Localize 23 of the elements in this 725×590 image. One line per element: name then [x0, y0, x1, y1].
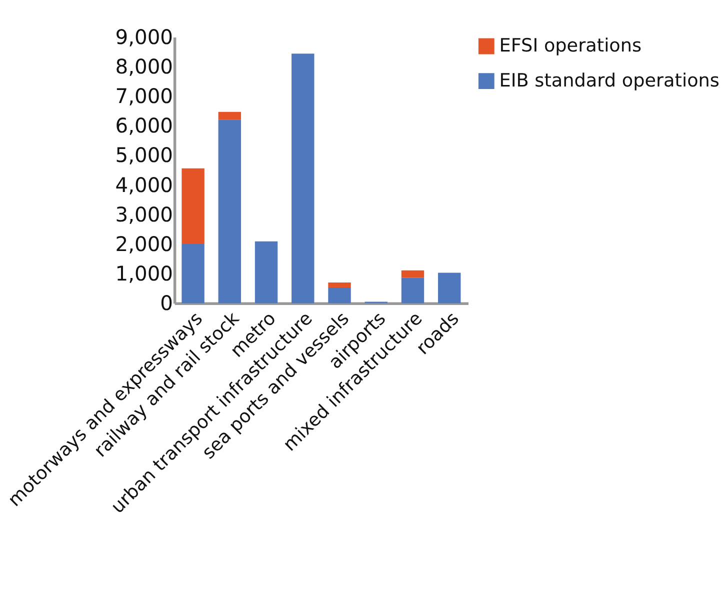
- y-tick-label: 4,000: [115, 172, 173, 197]
- bar: [218, 112, 242, 120]
- legend-label: EFSI operations: [499, 36, 642, 57]
- y-tick-label: 5,000: [115, 143, 173, 168]
- y-tick-label: 3,000: [115, 202, 173, 226]
- y-tick-label: 2,000: [115, 232, 173, 256]
- bar: [218, 120, 242, 304]
- bar: [182, 168, 204, 244]
- y-tick-label: 9,000: [115, 24, 173, 49]
- bar: [438, 272, 461, 304]
- bar: [401, 270, 424, 278]
- y-tick-label: 6,000: [115, 114, 173, 138]
- bar: [401, 278, 424, 304]
- legend-label: EIB standard operations: [499, 70, 720, 92]
- y-tick-label: 7,000: [115, 84, 173, 108]
- bar: [328, 282, 351, 288]
- y-tick-label: 0: [160, 291, 173, 316]
- bar: [328, 288, 351, 304]
- y-tick-label: 1,000: [115, 262, 173, 286]
- bar: [292, 54, 314, 304]
- bar: [182, 244, 204, 304]
- bar: [254, 241, 278, 304]
- y-tick-label: 8,000: [115, 54, 173, 79]
